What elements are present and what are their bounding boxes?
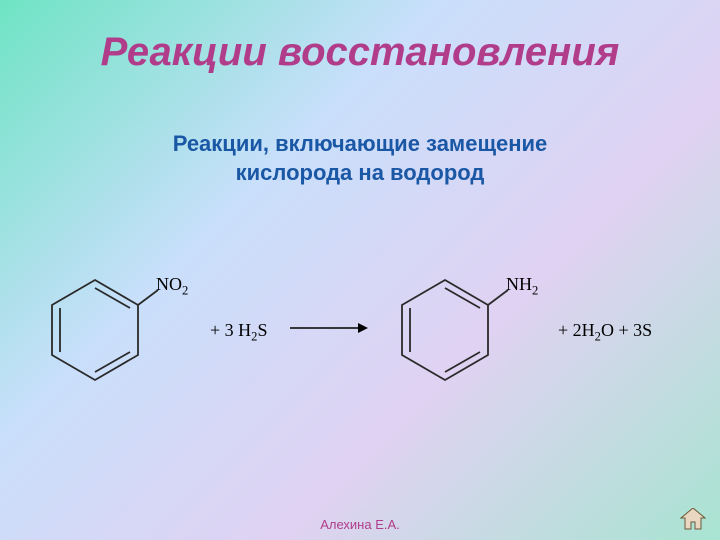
subtitle-line2: кислорода на водород [236, 160, 485, 185]
home-icon[interactable] [680, 508, 706, 530]
subtitle: Реакции, включающие замещение кислорода … [40, 130, 680, 187]
reaction-arrow-icon [288, 318, 368, 338]
footer-author: Алехина Е.А. [0, 517, 720, 532]
benzene-left [40, 270, 160, 400]
products-label: + 2H2O + 3S [558, 320, 652, 345]
reagent-label: + 3 H2S [210, 320, 267, 345]
subtitle-line1: Реакции, включающие замещение [173, 131, 548, 156]
reaction-diagram: NO2 + 3 H2S NH2 + 2H2O + 3S [40, 270, 680, 420]
left-substituent: NO2 [156, 274, 188, 299]
right-substituent: NH2 [506, 274, 538, 299]
page-title: Реакции восстановления [40, 30, 680, 75]
benzene-right [390, 270, 510, 400]
